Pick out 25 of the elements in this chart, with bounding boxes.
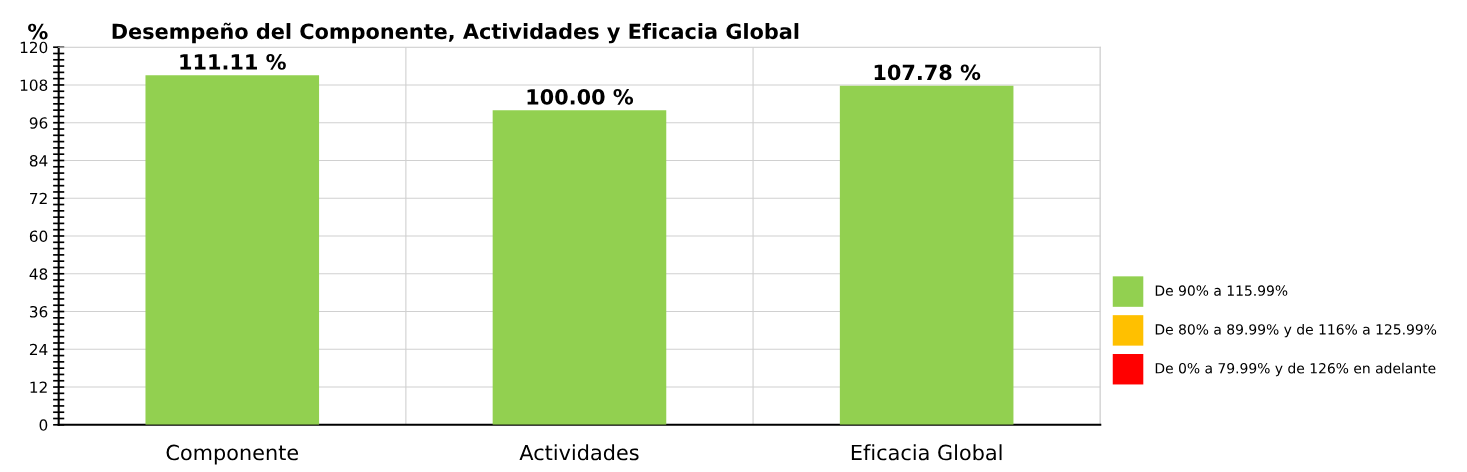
data-label: 107.78 % — [874, 64, 981, 81]
chart-title: Desempeño del Componente, Actividades y Eficacia Global — [112, 22, 799, 44]
legend-label: De 80% a 89.99% y de 116% a 125.99% — [1155, 323, 1437, 338]
y-tick-label: 120 — [20, 41, 48, 54]
y-tick-label: 12 — [30, 381, 47, 393]
bar — [492, 110, 667, 425]
y-tick-label: 60 — [29, 230, 48, 243]
data-label: 100.00 % — [527, 88, 634, 105]
y-tick-label: 72 — [30, 192, 47, 205]
y-tick-label: 36 — [29, 305, 48, 318]
legend-label: De 0% a 79.99% y de 126% en adelante — [1155, 362, 1436, 377]
data-label: 111.11 % — [180, 53, 286, 70]
y-tick-label: 84 — [29, 154, 48, 167]
y-tick-label: 108 — [20, 79, 48, 91]
x-tick-label: Actividades — [519, 444, 639, 461]
y-axis-title: % — [28, 23, 48, 40]
y-tick-label: 0 — [39, 419, 48, 431]
x-tick-label: Eficacia Global — [851, 444, 1002, 461]
legend-label: De 90% a 115.99% — [1155, 285, 1288, 296]
bar — [145, 75, 320, 425]
y-tick-label: 48 — [29, 268, 48, 280]
y-tick-label: 96 — [29, 117, 48, 129]
y-tick-label: 24 — [29, 343, 48, 356]
bar — [839, 85, 1014, 425]
x-tick-label: Componente — [166, 444, 299, 465]
